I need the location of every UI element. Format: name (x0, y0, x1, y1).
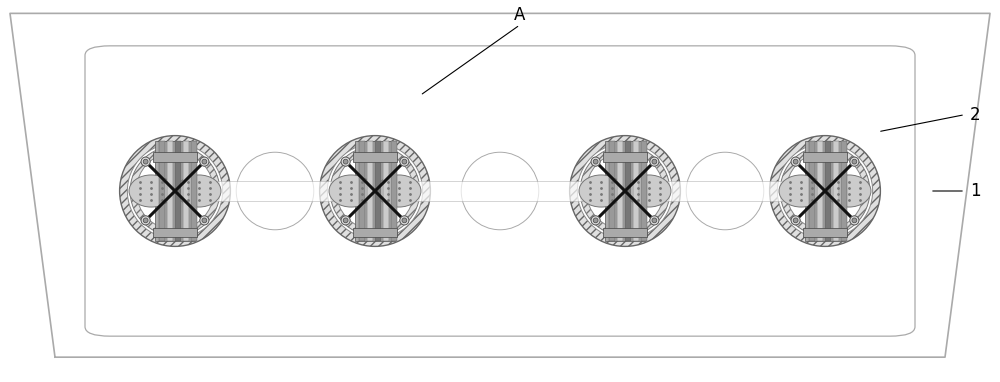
Ellipse shape (852, 218, 857, 223)
Bar (191, 141, 197, 241)
Ellipse shape (770, 136, 880, 246)
Ellipse shape (320, 136, 430, 246)
Bar (803, 228, 847, 237)
Ellipse shape (777, 143, 873, 239)
Ellipse shape (330, 146, 420, 236)
Ellipse shape (850, 216, 859, 225)
Bar (353, 152, 397, 162)
Ellipse shape (580, 146, 670, 236)
Ellipse shape (591, 157, 600, 166)
Bar (641, 141, 647, 241)
Ellipse shape (791, 157, 800, 166)
Ellipse shape (652, 159, 657, 164)
Ellipse shape (586, 152, 664, 230)
Ellipse shape (852, 159, 857, 164)
FancyBboxPatch shape (85, 46, 915, 336)
Bar (153, 152, 197, 162)
Ellipse shape (202, 218, 207, 223)
Bar (633, 141, 639, 241)
Bar (825, 141, 831, 241)
Ellipse shape (570, 136, 680, 246)
Ellipse shape (791, 216, 800, 225)
Bar (833, 141, 839, 241)
Bar (609, 141, 615, 241)
Ellipse shape (127, 143, 223, 239)
Ellipse shape (579, 175, 623, 207)
Bar (603, 228, 647, 237)
Ellipse shape (130, 146, 220, 236)
Bar (172, 181, 828, 201)
Bar (359, 141, 365, 241)
Ellipse shape (141, 216, 150, 225)
Bar (375, 141, 381, 241)
Ellipse shape (120, 136, 230, 246)
Ellipse shape (200, 216, 209, 225)
Text: 1: 1 (970, 182, 980, 200)
Text: A: A (514, 6, 526, 24)
Bar (383, 141, 389, 241)
Ellipse shape (402, 159, 407, 164)
Ellipse shape (780, 146, 870, 236)
Ellipse shape (652, 218, 657, 223)
Bar (805, 141, 845, 241)
Bar (391, 141, 397, 241)
Ellipse shape (686, 152, 764, 230)
Bar (841, 141, 847, 241)
Ellipse shape (129, 175, 173, 207)
Ellipse shape (343, 218, 348, 223)
Ellipse shape (461, 152, 539, 230)
Ellipse shape (327, 143, 423, 239)
Ellipse shape (200, 157, 209, 166)
Bar (803, 152, 847, 162)
Ellipse shape (827, 175, 871, 207)
Ellipse shape (593, 218, 598, 223)
Bar (617, 141, 623, 241)
Ellipse shape (786, 152, 864, 230)
Ellipse shape (377, 175, 421, 207)
Bar (817, 141, 823, 241)
Bar (155, 141, 195, 241)
Bar (353, 228, 397, 237)
Bar (809, 141, 815, 241)
Bar (153, 228, 197, 237)
Bar (605, 141, 645, 241)
Ellipse shape (202, 159, 207, 164)
Ellipse shape (141, 157, 150, 166)
Bar (625, 141, 631, 241)
Ellipse shape (402, 218, 407, 223)
Ellipse shape (336, 152, 414, 230)
Ellipse shape (577, 143, 673, 239)
Ellipse shape (793, 218, 798, 223)
Ellipse shape (341, 157, 350, 166)
Ellipse shape (400, 157, 409, 166)
Ellipse shape (177, 175, 221, 207)
Bar (167, 141, 173, 241)
Bar (603, 152, 647, 162)
Ellipse shape (136, 152, 214, 230)
Ellipse shape (143, 159, 148, 164)
Ellipse shape (591, 216, 600, 225)
Ellipse shape (236, 152, 314, 230)
Bar (367, 141, 373, 241)
Ellipse shape (779, 175, 823, 207)
Ellipse shape (343, 159, 348, 164)
Ellipse shape (341, 216, 350, 225)
Bar (159, 141, 165, 241)
Ellipse shape (850, 157, 859, 166)
Text: 2: 2 (970, 105, 980, 124)
Bar (355, 141, 395, 241)
Bar (183, 141, 189, 241)
Ellipse shape (650, 216, 659, 225)
Ellipse shape (400, 216, 409, 225)
Ellipse shape (627, 175, 671, 207)
Bar (175, 141, 181, 241)
Ellipse shape (329, 175, 373, 207)
Ellipse shape (593, 159, 598, 164)
Ellipse shape (143, 218, 148, 223)
Ellipse shape (793, 159, 798, 164)
Ellipse shape (650, 157, 659, 166)
